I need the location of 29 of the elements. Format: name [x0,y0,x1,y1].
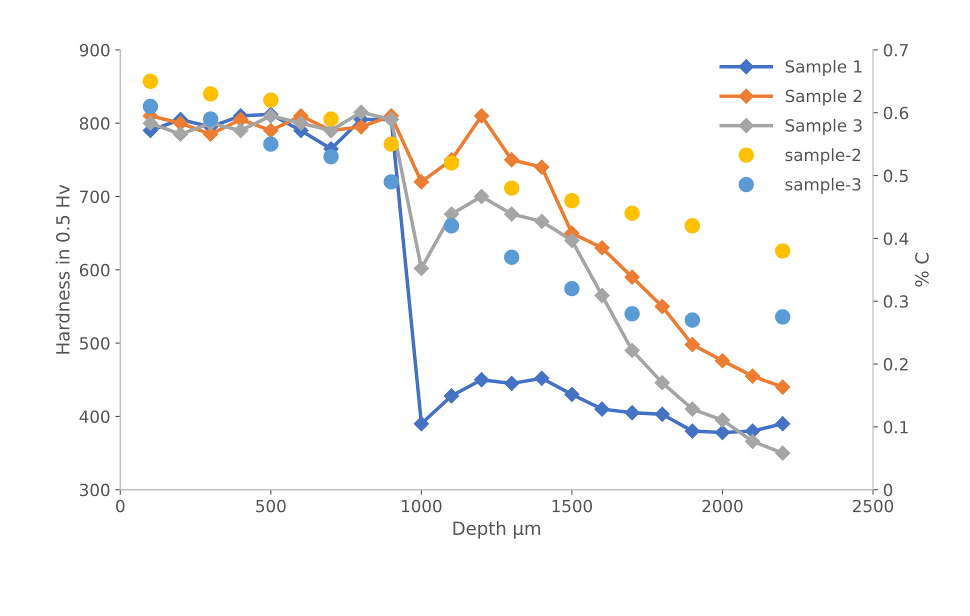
legend-label: Sample 2 [786,89,862,106]
y-tick-label: 700 [80,190,110,204]
y2-tick-label: 0 [884,484,892,496]
y2-tick-label: 0.1 [884,420,908,434]
y-tick-label: 400 [80,410,110,423]
y2-tick-label: 0.5 [884,170,908,182]
legend-label: Sample 3 [786,118,862,135]
y2-tick-label: 0.4 [884,232,908,245]
y-tick-label: 300 [80,484,110,496]
x-axis-title: Depth µm [454,521,540,539]
y2-tick-label: 0.7 [884,44,908,56]
x-tick-label: 2000 [702,500,743,512]
y-tick-label: 900 [80,44,110,56]
x-tick-label: 1000 [402,500,442,512]
legend-label: sample-3 [786,178,860,194]
legend-label: Sample 1 [786,60,862,76]
y-tick-label: 800 [80,117,110,130]
x-tick-label: 500 [256,500,286,512]
x-tick-label: 1500 [552,500,592,512]
legend-label: sample-2 [786,148,860,164]
x-tick-label: 2500 [853,500,894,512]
y2-tick-label: 0.2 [884,358,908,371]
y2-tick-label: 0.3 [884,295,908,308]
y-axis-title: Hardness in 0.5 Hv [56,184,70,354]
x-tick-label: 0 [116,500,124,512]
y2-tick-label: 0.6 [884,106,908,120]
y2-axis-title: % C [915,253,929,287]
y-tick-label: 600 [80,264,110,276]
y-tick-label: 500 [80,337,110,350]
